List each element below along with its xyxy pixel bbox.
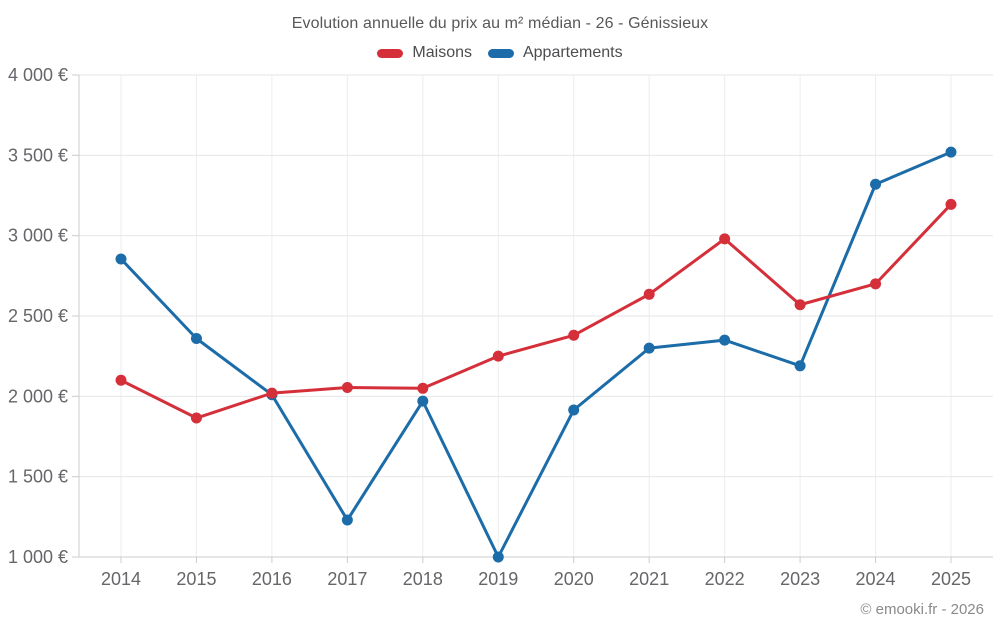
x-axis-label: 2025 (931, 569, 971, 589)
data-point-appartements-2018[interactable] (417, 395, 429, 407)
data-point-appartements-2019[interactable] (492, 551, 504, 563)
data-point-appartements-2022[interactable] (719, 334, 731, 346)
data-point-appartements-2017[interactable] (341, 514, 353, 526)
x-axis-label: 2019 (478, 569, 518, 589)
legend: Maisons Appartements (0, 44, 1000, 62)
data-point-maisons-2024[interactable] (870, 278, 882, 290)
data-point-maisons-2025[interactable] (945, 198, 957, 210)
chart-title: Evolution annuelle du prix au m² médian … (291, 15, 709, 32)
legend-swatch-maisons-icon (377, 48, 404, 58)
data-point-appartements-2015[interactable] (190, 332, 202, 344)
x-axis-label: 2017 (327, 569, 367, 589)
x-axis-label: 2021 (629, 569, 669, 589)
series-line-maisons (119, 202, 953, 420)
x-axis-label: 2022 (705, 569, 745, 589)
data-point-appartements-2021[interactable] (643, 342, 655, 354)
y-axis-label: 2 000 € (8, 386, 68, 406)
legend-item-appartements[interactable]: Appartements (487, 44, 623, 62)
x-axis-label: 2024 (856, 569, 896, 589)
x-axis-label: 2023 (780, 569, 820, 589)
data-point-appartements-2025[interactable] (945, 146, 957, 158)
data-point-maisons-2015[interactable] (190, 412, 202, 424)
y-axis-label: 3 500 € (8, 145, 68, 165)
data-point-appartements-2014[interactable] (115, 253, 127, 265)
data-point-maisons-2019[interactable] (492, 350, 504, 362)
x-axis-label: 2016 (252, 569, 292, 589)
y-axis-label: 1 500 € (8, 467, 68, 487)
data-point-maisons-2017[interactable] (341, 381, 353, 393)
credit-text: © emooki.fr - 2026 (860, 601, 984, 618)
data-point-maisons-2016[interactable] (266, 387, 278, 399)
x-axis-label: 2020 (554, 569, 594, 589)
series-line-appartements (119, 150, 953, 559)
data-point-maisons-2018[interactable] (417, 382, 429, 394)
data-point-maisons-2014[interactable] (115, 374, 127, 386)
data-point-appartements-2024[interactable] (870, 178, 882, 190)
x-axis-label: 2015 (176, 569, 216, 589)
legend-label: Maisons (412, 44, 472, 61)
data-point-maisons-2021[interactable] (643, 288, 655, 300)
y-axis-label: 3 000 € (8, 226, 68, 246)
data-point-appartements-2023[interactable] (794, 360, 806, 372)
legend-label: Appartements (522, 44, 623, 61)
data-point-maisons-2022[interactable] (719, 233, 731, 245)
data-point-maisons-2023[interactable] (794, 299, 806, 311)
y-axis-label: 2 500 € (8, 306, 68, 326)
data-point-maisons-2020[interactable] (568, 329, 580, 341)
x-axis-label: 2018 (403, 569, 443, 589)
legend-swatch-appartements-icon (487, 48, 514, 58)
y-axis-label: 4 000 € (8, 65, 68, 85)
data-point-appartements-2020[interactable] (568, 404, 580, 416)
legend-item-maisons[interactable]: Maisons (377, 44, 472, 62)
y-axis-label: 1 000 € (8, 547, 68, 567)
x-axis-label: 2014 (101, 569, 141, 589)
